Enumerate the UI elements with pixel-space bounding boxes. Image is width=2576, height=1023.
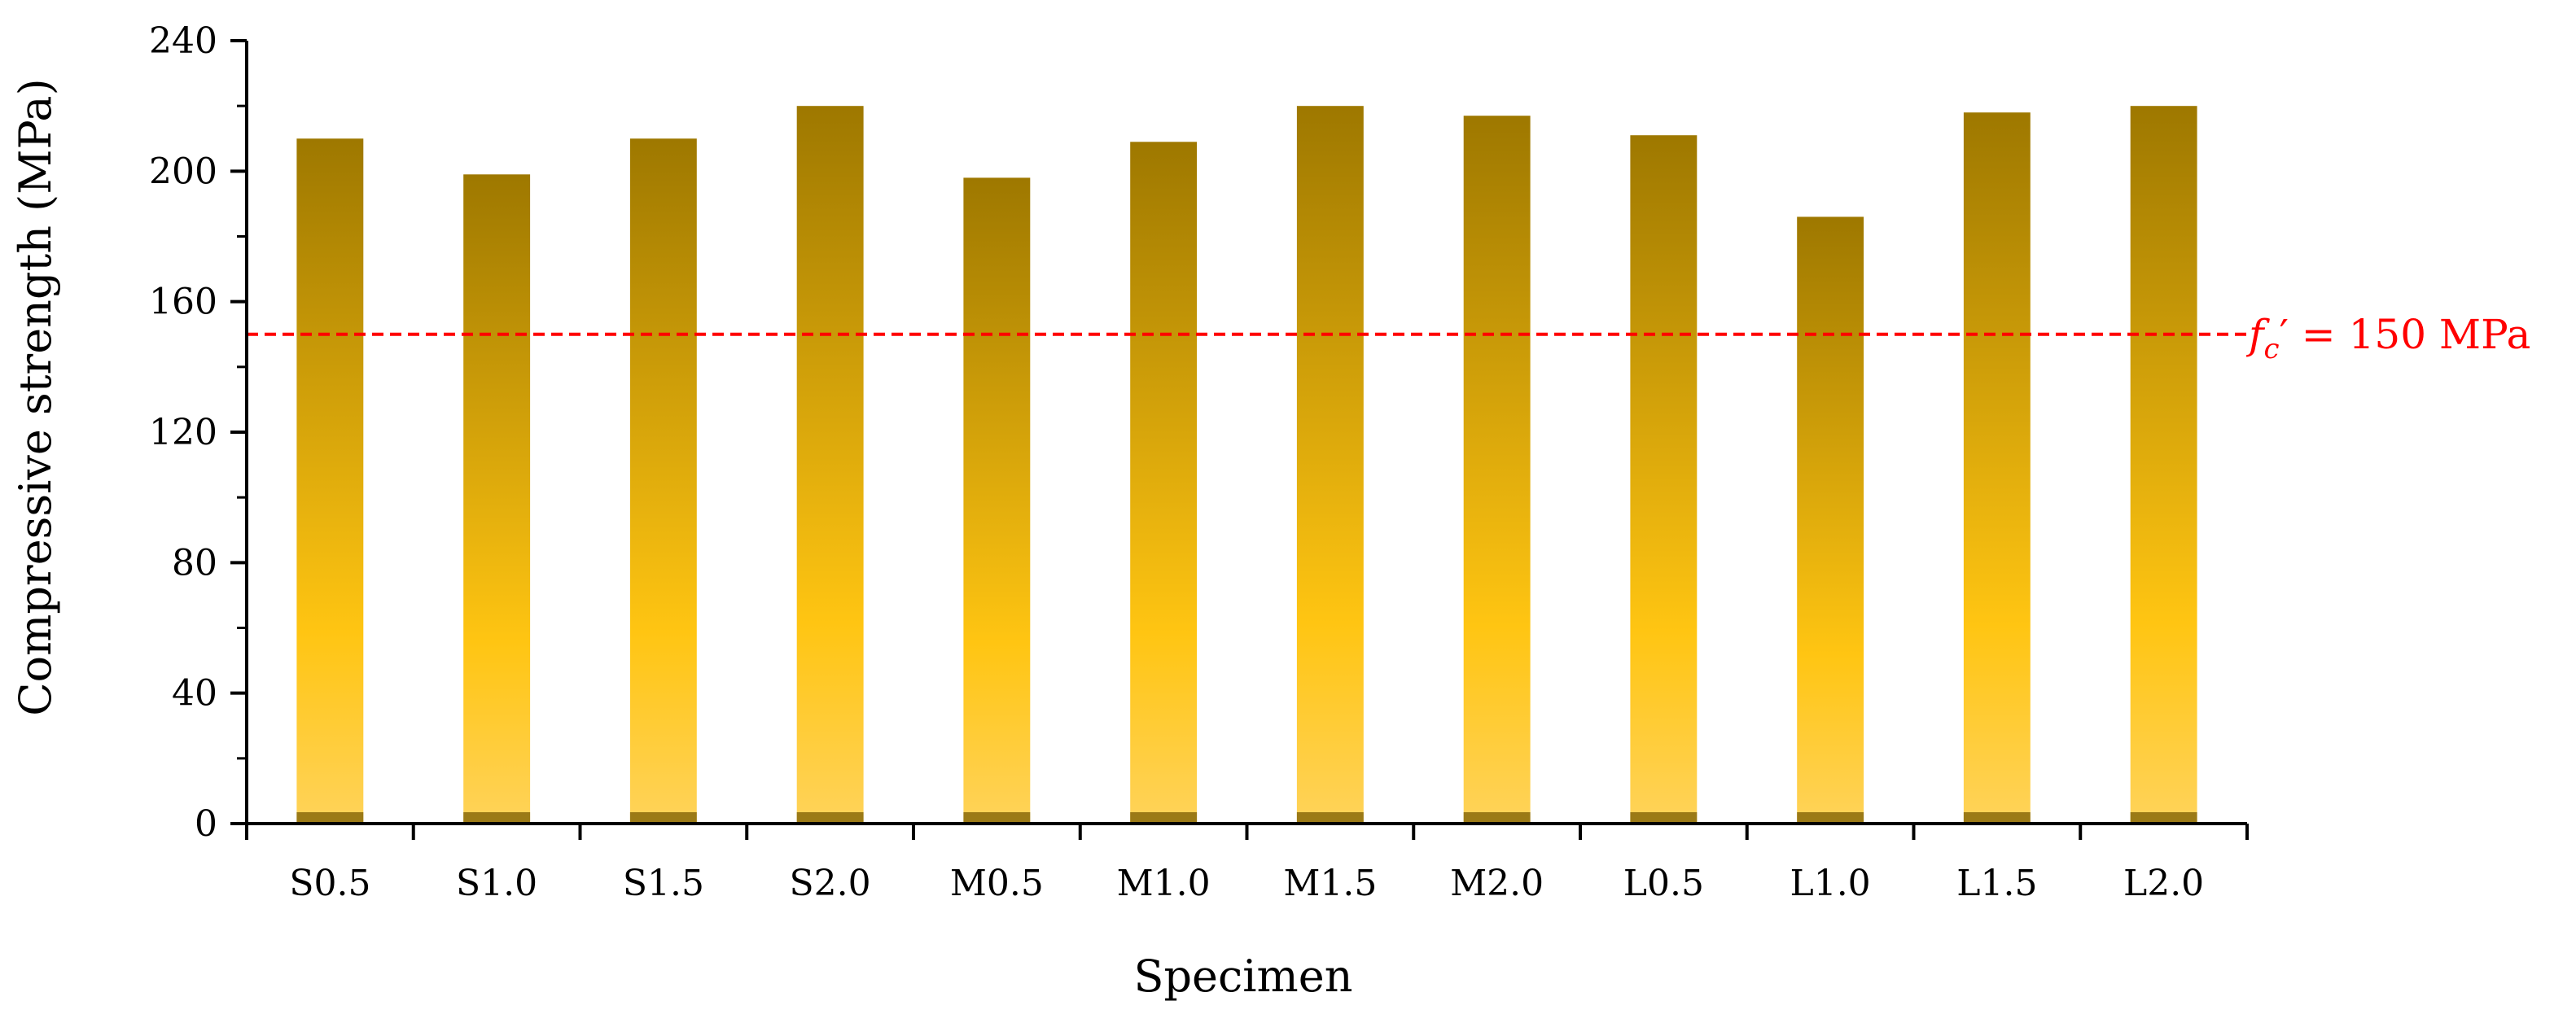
bar-base-M1.0 xyxy=(1130,812,1198,824)
bar-base-M2.0 xyxy=(1463,812,1531,824)
reference-line-label: fc′ = 150 MPa xyxy=(2245,311,2530,365)
y-tick-label: 80 xyxy=(172,542,217,584)
bar-base-M0.5 xyxy=(963,812,1031,824)
y-axis-title: Compressive strength (MPa) xyxy=(10,78,61,715)
y-tick-label: 0 xyxy=(195,803,217,845)
bar-base-L1.0 xyxy=(1797,812,1864,824)
bar-S2.0 xyxy=(796,106,864,824)
bar-L1.5 xyxy=(1963,112,2031,824)
bar-base-S0.5 xyxy=(296,812,364,824)
bar-M1.5 xyxy=(1296,106,1364,824)
bar-base-S1.5 xyxy=(629,812,697,824)
bars-group xyxy=(296,106,2197,824)
bar-M2.0 xyxy=(1463,116,1531,824)
x-tick-label: M0.5 xyxy=(950,863,1044,904)
bar-S0.5 xyxy=(296,138,364,824)
axes-group: S0.5 S1.0 S1.5 S2.0 M0.5 M1.0 M1.5 M2.0 L0.5 L1.0… xyxy=(149,20,2249,904)
bar-L2.0 xyxy=(2130,106,2197,824)
y-tick-label: 160 xyxy=(149,282,217,323)
ref-label-rest: ′ = 150 MPa xyxy=(2280,311,2531,358)
bar-M1.0 xyxy=(1130,142,1198,824)
x-tick-label: L0.5 xyxy=(1623,863,1704,904)
bar-base-S1.0 xyxy=(463,812,531,824)
x-tick-label: S1.5 xyxy=(623,863,704,904)
y-tick-label: 240 xyxy=(149,20,217,62)
bar-base-L2.0 xyxy=(2130,812,2197,824)
bar-base-L0.5 xyxy=(1630,812,1698,824)
y-tick-label: 40 xyxy=(172,673,217,715)
x-tick-label: M1.5 xyxy=(1283,863,1377,904)
x-tick-label: S2.0 xyxy=(790,863,871,904)
x-axis-title: Specimen xyxy=(1134,951,1353,1002)
bar-base-S2.0 xyxy=(796,812,864,824)
y-tick-label: 120 xyxy=(149,412,217,453)
x-tick-label: M2.0 xyxy=(1450,863,1544,904)
x-tick-label: M1.0 xyxy=(1117,863,1211,904)
y-tick-label: 200 xyxy=(149,151,217,192)
x-tick-label: S1.0 xyxy=(456,863,537,904)
bar-S1.5 xyxy=(629,138,697,824)
bar-base-L1.5 xyxy=(1963,812,2031,824)
x-tick-label: S0.5 xyxy=(289,863,370,904)
bar-S1.0 xyxy=(463,174,531,824)
bar-M0.5 xyxy=(963,177,1031,824)
bar-L0.5 xyxy=(1630,135,1698,824)
x-tick-label: L1.5 xyxy=(1956,863,2037,904)
bar-base-M1.5 xyxy=(1296,812,1364,824)
bar-L1.0 xyxy=(1797,216,1864,824)
x-tick-label: L2.0 xyxy=(2123,863,2204,904)
ref-label-sub: c xyxy=(2264,333,2280,365)
x-tick-label: L1.0 xyxy=(1790,863,1870,904)
